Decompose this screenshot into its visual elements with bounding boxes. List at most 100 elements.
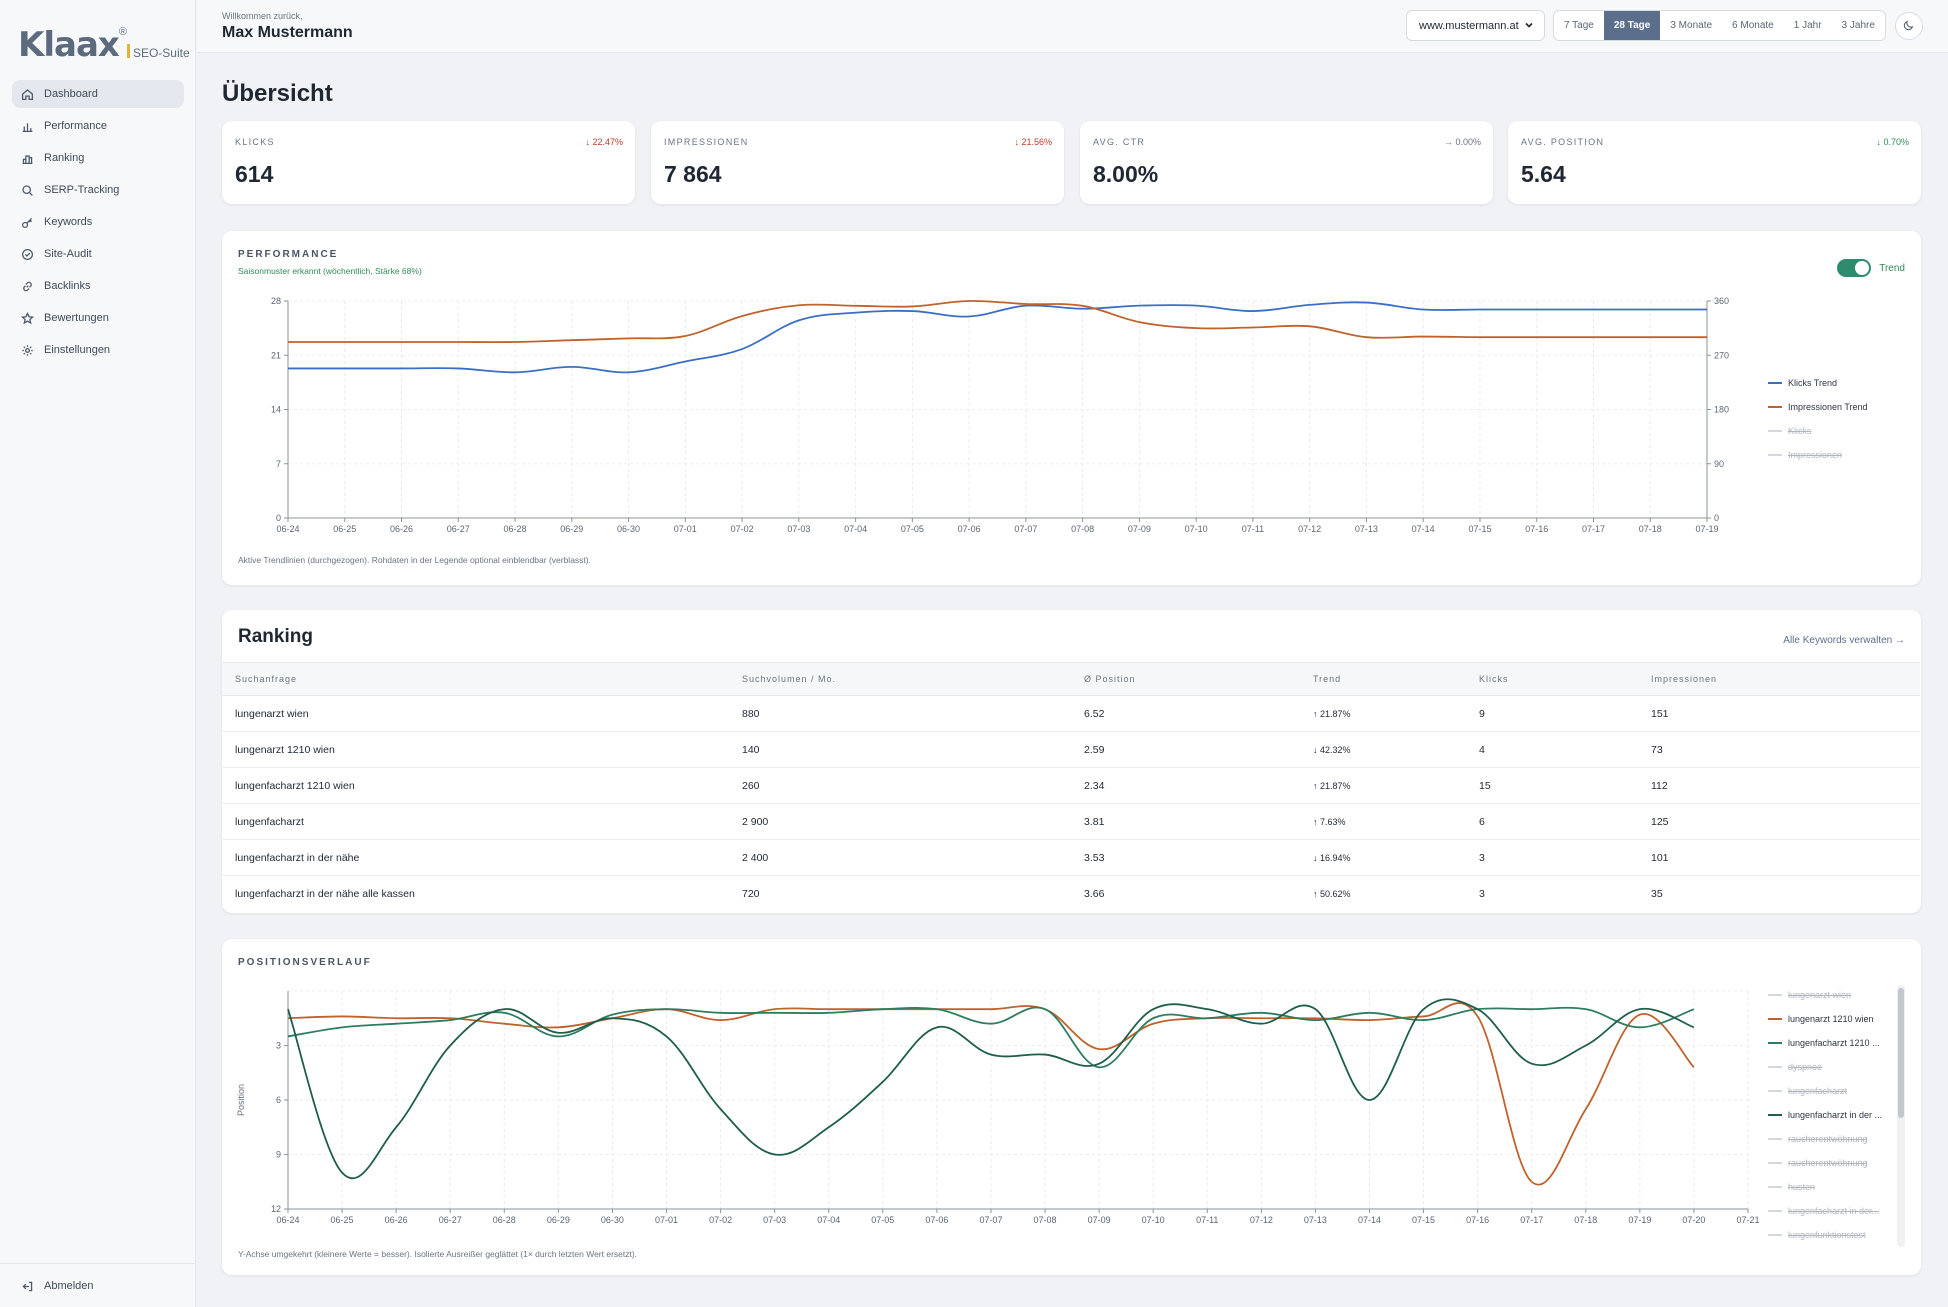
sidebar-item-ranking[interactable]: Ranking	[12, 144, 184, 172]
sidebar-item-performance[interactable]: Performance	[12, 112, 184, 140]
position-history-card: POSITIONSVERLAUF 06-24 06-25 06-26 06-27 06-…	[222, 939, 1921, 1275]
brand-logo[interactable]: Klaax ® SEO-Suite	[18, 26, 190, 62]
legend-item[interactable]: dyspnoe	[1768, 1055, 1882, 1079]
legend-swatch	[1768, 1018, 1782, 1020]
legend-swatch	[1768, 406, 1782, 408]
table-row[interactable]: lungenfacharzt in der nähe 2 400 3.53 ↓ 16.…	[222, 839, 1920, 876]
table-row[interactable]: lungenarzt wien 880 6.52 ↑ 21.87% 9 151	[222, 695, 1920, 732]
legend-item[interactable]: Klicks Trend	[1768, 371, 1868, 395]
legend-label: lungenfacharzt in der ...	[1788, 1110, 1883, 1120]
range-button-1-jahr[interactable]: 1 Jahr	[1793, 20, 1822, 31]
range-button-7-tage[interactable]: 7 Tage	[1564, 20, 1594, 31]
x-tick-label: 06-29	[560, 524, 583, 534]
legend-label: raucherentwöhnung	[1788, 1134, 1868, 1144]
legend-item[interactable]: lungenarzt wien	[1768, 983, 1882, 1007]
legend-scrollbar[interactable]	[1897, 985, 1905, 1247]
legend-label: lungenfacharzt in der...	[1788, 1206, 1880, 1216]
cell-impressions: 73	[1651, 731, 1920, 768]
kpi-value: 5.64	[1521, 161, 1566, 187]
legend-item[interactable]: lungenfacharzt 1210 ...	[1768, 1031, 1882, 1055]
manage-keywords-link[interactable]: Alle Keywords verwalten →	[1783, 635, 1905, 646]
sidebar-item-bewertungen[interactable]: Bewertungen	[12, 304, 184, 332]
page-title: Übersicht	[222, 80, 333, 107]
table-row[interactable]: lungenfacharzt 2 900 3.81 ↑ 7.63% 6 125	[222, 803, 1920, 840]
range-button-3-jahre[interactable]: 3 Jahre	[1841, 20, 1875, 31]
cell-impressions: 125	[1651, 803, 1920, 840]
legend-item[interactable]: lungenfacharzt in der...	[1768, 1199, 1882, 1223]
legend-label: Klicks Trend	[1788, 378, 1838, 388]
legend-item[interactable]: husten	[1768, 1175, 1882, 1199]
sidebar-item-backlinks[interactable]: Backlinks	[12, 272, 184, 300]
x-tick-label: 07-12	[1298, 524, 1321, 534]
range-button-3-monate[interactable]: 3 Monate	[1670, 20, 1713, 31]
legend-item[interactable]: Impressionen	[1768, 443, 1868, 467]
sidebar-item-dashboard[interactable]: Dashboard	[12, 80, 184, 108]
legend-label: lungenfacharzt	[1788, 1086, 1848, 1096]
x-tick-label: 07-19	[1695, 524, 1718, 534]
sidebar-item-keywords[interactable]: Keywords	[12, 208, 184, 236]
sidebar-item-label: Backlinks	[44, 280, 91, 292]
table-row[interactable]: lungenarzt 1210 wien 140 2.59 ↓ 42.32% 4 73	[222, 731, 1920, 768]
y-tick-label: 6	[276, 1095, 281, 1105]
legend-item[interactable]: raucherentwöhnung	[1768, 1127, 1882, 1151]
legend-item[interactable]: Klicks	[1768, 419, 1868, 443]
legend-item[interactable]: raucherentwöhnung	[1768, 1151, 1882, 1175]
cell-query: lungenfacharzt in der nähe alle kassen	[235, 887, 415, 900]
x-tick-label: 06-25	[331, 1215, 354, 1225]
x-tick-label: 06-30	[601, 1215, 624, 1225]
y-tick-label: 3	[276, 1041, 281, 1051]
trend-toggle[interactable]: Trend	[1837, 259, 1905, 277]
legend-item[interactable]: lungenfacharzt	[1768, 1079, 1882, 1103]
legend-scrollbar-thumb[interactable]	[1898, 988, 1904, 1118]
site-select[interactable]: www.mustermann.at	[1406, 10, 1545, 41]
column-header[interactable]: Suchvolumen / Mo.	[742, 662, 1084, 696]
theme-toggle-button[interactable]	[1895, 12, 1923, 40]
x-tick-label: 07-01	[655, 1215, 678, 1225]
x-tick-label: 07-03	[787, 524, 810, 534]
x-tick-label: 07-04	[844, 524, 867, 534]
series-line-impressionen-trend	[287, 300, 1707, 344]
table-row[interactable]: lungenfacharzt in der nähe alle kassen 72…	[222, 876, 1920, 912]
legend-swatch	[1768, 1138, 1782, 1140]
cell-volume: 880	[742, 695, 1084, 732]
x-tick-label: 07-13	[1304, 1215, 1327, 1225]
cell-trend: ↑ 50.62%	[1313, 888, 1351, 899]
column-header[interactable]: Trend	[1313, 662, 1479, 696]
position-history-footnote: Y-Achse umgekehrt (kleinere Werte = bess…	[238, 1249, 638, 1259]
column-header[interactable]: Klicks	[1479, 662, 1651, 696]
y-left-tick-label: 21	[271, 350, 281, 360]
x-tick-label: 07-04	[817, 1215, 840, 1225]
search-icon	[20, 183, 34, 197]
cell-clicks: 3	[1479, 887, 1485, 900]
range-button-6-monate[interactable]: 6 Monate	[1732, 20, 1774, 31]
column-header[interactable]: Suchanfrage	[222, 662, 742, 696]
column-header[interactable]: Impressionen	[1651, 662, 1920, 696]
legend-swatch	[1768, 382, 1782, 384]
x-tick-label: 07-17	[1520, 1215, 1543, 1225]
kpi-delta: ↓ 22.47%	[585, 137, 623, 147]
sidebar-item-einstellungen[interactable]: Einstellungen	[12, 336, 184, 364]
range-button-28-tage[interactable]: 28 Tage	[1603, 11, 1661, 40]
x-tick-label: 07-19	[1628, 1215, 1651, 1225]
logout-button[interactable]: Abmelden	[20, 1279, 94, 1293]
trend-toggle-label: Trend	[1879, 262, 1905, 274]
legend-item[interactable]: lungenfacharzt in der ...	[1768, 1103, 1882, 1127]
legend-label: lungenfunktionstest	[1788, 1230, 1866, 1240]
legend-item[interactable]: lungenarzt 1210 wien	[1768, 1007, 1882, 1031]
y-right-tick-label: 90	[1714, 459, 1724, 469]
cell-volume: 140	[742, 731, 1084, 768]
column-header[interactable]: Ø Position	[1084, 662, 1313, 696]
y-left-tick-label: 0	[276, 513, 281, 523]
trend-toggle-switch[interactable]	[1837, 259, 1872, 277]
sidebar-item-serp-tracking[interactable]: SERP-Tracking	[12, 176, 184, 204]
legend-swatch	[1768, 1186, 1782, 1188]
legend-item[interactable]: Impressionen Trend	[1768, 395, 1868, 419]
season-note: Saisonmuster erkannt (wöchentlich, Stärk…	[238, 266, 422, 276]
table-row[interactable]: lungenfacharzt 1210 wien 260 2.34 ↑ 21.87% 1…	[222, 767, 1920, 804]
cell-clicks: 6	[1479, 803, 1651, 840]
legend-item[interactable]: lungenfunktionstest	[1768, 1223, 1882, 1247]
cell-trend: ↑ 21.87%	[1313, 767, 1479, 804]
logout-icon	[20, 1279, 34, 1293]
x-tick-label: 07-14	[1358, 1215, 1381, 1225]
sidebar-item-site-audit[interactable]: Site-Audit	[12, 240, 184, 268]
